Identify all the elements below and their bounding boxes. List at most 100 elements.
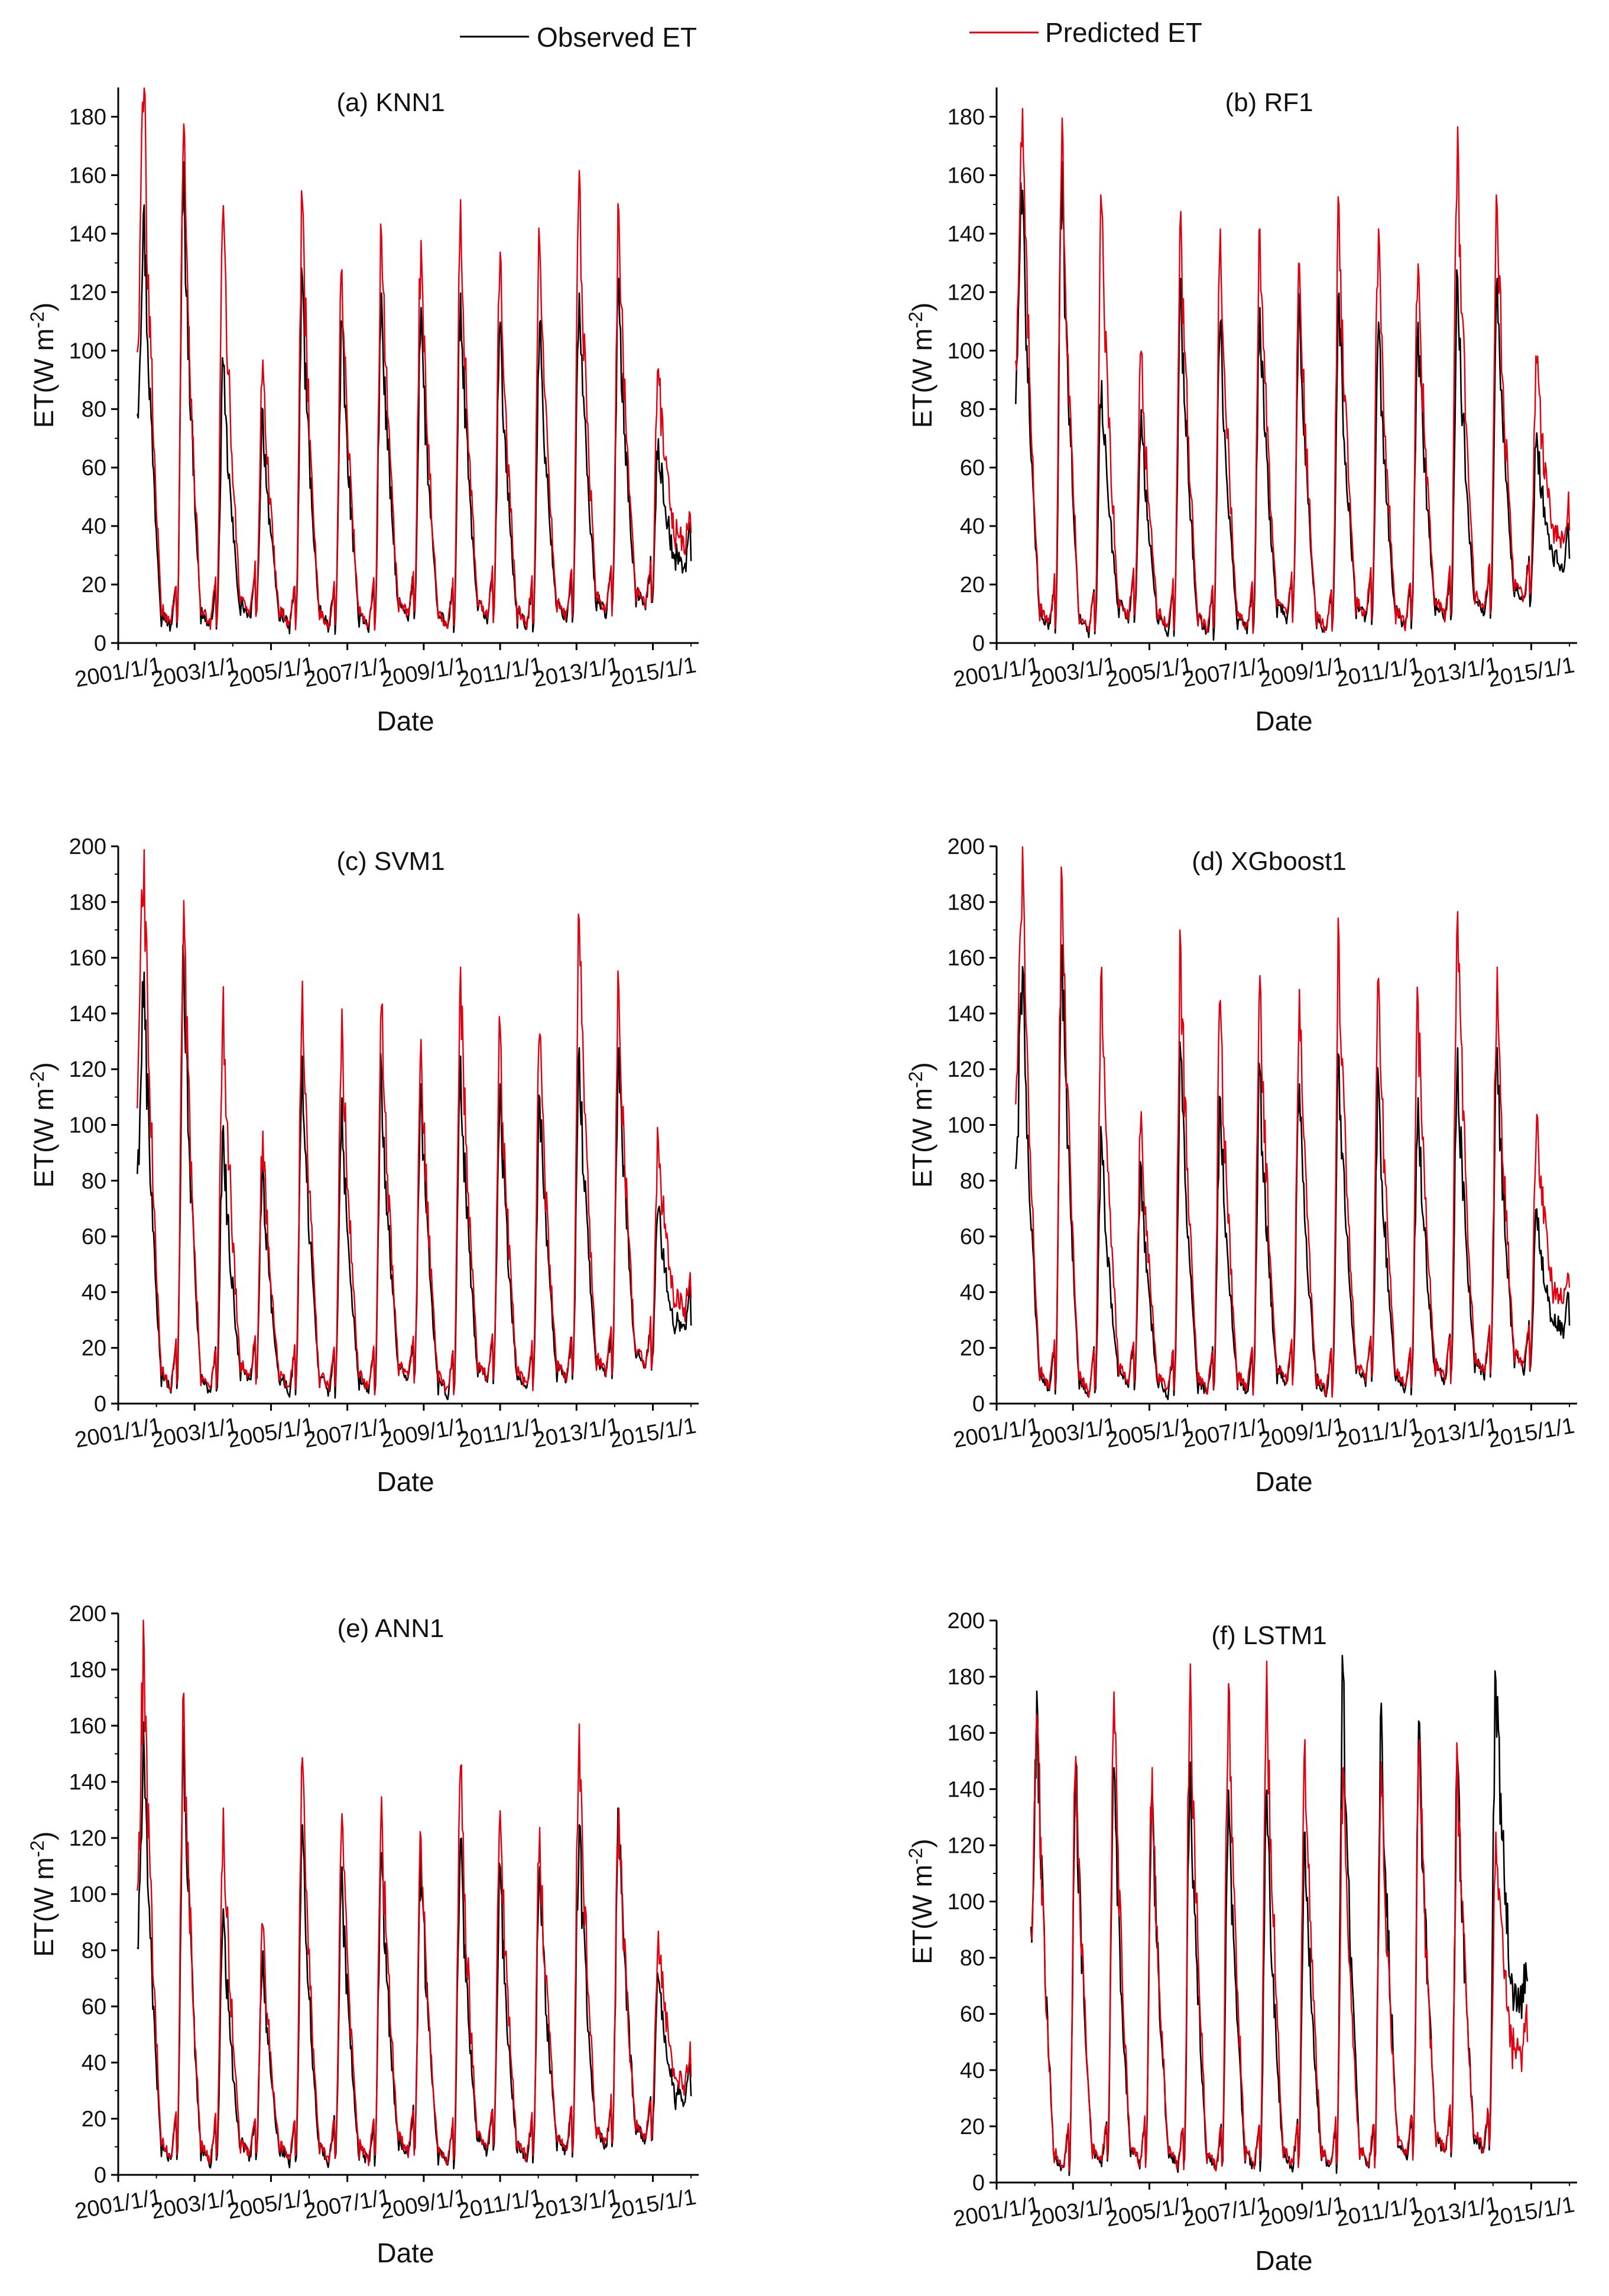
legend-observed-label: Observed ET bbox=[537, 22, 697, 53]
y-axis-label: ET(W m-2) bbox=[27, 303, 59, 428]
y-tick-label: 140 bbox=[948, 222, 985, 246]
y-tick-label: 0 bbox=[94, 2163, 106, 2188]
y-tick-label: 100 bbox=[948, 339, 985, 363]
y-tick-label: 120 bbox=[69, 1826, 106, 1851]
y-axis-label: ET(W m-2) bbox=[905, 1062, 937, 1187]
x-tick-label: 2009/1/1 bbox=[1257, 652, 1347, 692]
y-tick-label: 160 bbox=[69, 1714, 106, 1739]
x-axis-label: Date bbox=[377, 706, 434, 736]
y-tick-label: 20 bbox=[82, 573, 106, 597]
y-tick-label: 180 bbox=[69, 105, 106, 129]
y-tick-label: 40 bbox=[82, 2051, 106, 2076]
panel-title: (f) LSTM1 bbox=[1211, 1621, 1327, 1650]
x-tick-label: 2011/1/1 bbox=[1334, 1414, 1423, 1453]
y-tick-label: 160 bbox=[948, 163, 985, 188]
y-tick-label: 180 bbox=[69, 890, 106, 915]
x-tick-label: 2015/1/1 bbox=[1486, 652, 1576, 692]
y-tick-label: 120 bbox=[948, 280, 985, 305]
y-tick-label: 200 bbox=[69, 1602, 106, 1626]
x-tick-label: 2011/1/1 bbox=[456, 653, 544, 693]
y-tick-label: 20 bbox=[960, 2115, 985, 2139]
x-tick-label: 2009/1/1 bbox=[378, 1413, 469, 1453]
y-tick-label: 180 bbox=[948, 105, 985, 129]
y-tick-label: 160 bbox=[948, 946, 985, 971]
panel-3: 0204060801001201401601802002001/1/12003/… bbox=[27, 834, 699, 1497]
y-tick-label: 100 bbox=[948, 1113, 985, 1138]
y-tick-label: 0 bbox=[972, 2171, 985, 2196]
y-tick-label: 0 bbox=[94, 631, 106, 656]
y-tick-label: 80 bbox=[82, 1169, 106, 1194]
y-axis-label: ET(W m-2) bbox=[905, 303, 937, 428]
y-axis-label: ET(W m-2) bbox=[27, 1062, 59, 1187]
y-axis-label: ET(W m-2) bbox=[905, 1839, 937, 1964]
y-tick-label: 40 bbox=[82, 514, 106, 539]
series-line-predicted bbox=[137, 849, 692, 1396]
y-tick-label: 0 bbox=[94, 1392, 106, 1417]
y-tick-label: 140 bbox=[69, 1770, 106, 1795]
panel-5: 0204060801001201401601802002001/1/12003/… bbox=[27, 1602, 699, 2268]
y-tick-label: 100 bbox=[69, 339, 106, 363]
series-line-predicted bbox=[1030, 1660, 1529, 2172]
x-tick-label: 2015/1/1 bbox=[1486, 2192, 1576, 2232]
y-tick-label: 20 bbox=[82, 2107, 106, 2132]
y-tick-label: 60 bbox=[960, 2002, 985, 2027]
y-tick-label: 80 bbox=[960, 1946, 985, 1971]
y-tick-label: 20 bbox=[960, 1336, 985, 1361]
y-tick-label: 120 bbox=[948, 1057, 985, 1082]
y-tick-label: 40 bbox=[960, 2058, 985, 2083]
y-tick-label: 60 bbox=[82, 456, 106, 480]
y-tick-label: 40 bbox=[960, 1280, 985, 1305]
y-tick-label: 140 bbox=[948, 1002, 985, 1027]
y-tick-label: 80 bbox=[82, 397, 106, 422]
y-tick-label: 20 bbox=[960, 573, 985, 597]
x-tick-label: 2009/1/1 bbox=[1257, 2192, 1347, 2232]
y-tick-label: 100 bbox=[69, 1113, 106, 1138]
y-axis-label: ET(W m-2) bbox=[27, 1831, 59, 1957]
x-tick-label: 2011/1/1 bbox=[1334, 653, 1423, 693]
x-axis-label: Date bbox=[1255, 706, 1312, 736]
y-tick-label: 80 bbox=[960, 1169, 985, 1194]
series-line-predicted bbox=[1015, 108, 1571, 634]
x-tick-label: 2009/1/1 bbox=[378, 652, 469, 692]
legend-predicted-label: Predicted ET bbox=[1045, 17, 1202, 48]
panel-2: 0204060801001201401601802001/1/12003/1/1… bbox=[905, 87, 1577, 736]
y-tick-label: 120 bbox=[69, 1057, 106, 1082]
y-tick-label: 40 bbox=[82, 1280, 106, 1305]
y-tick-label: 140 bbox=[69, 222, 106, 246]
panel-title: (b) RF1 bbox=[1225, 88, 1313, 117]
y-tick-label: 60 bbox=[960, 1225, 985, 1249]
x-axis-label: Date bbox=[377, 1466, 434, 1497]
y-tick-label: 40 bbox=[960, 514, 985, 539]
y-tick-label: 80 bbox=[960, 397, 985, 422]
x-tick-label: 2015/1/1 bbox=[608, 2184, 698, 2224]
y-tick-label: 60 bbox=[82, 1225, 106, 1249]
x-tick-label: 2009/1/1 bbox=[1257, 1413, 1347, 1453]
y-tick-label: 60 bbox=[82, 1995, 106, 2019]
panel-4: 0204060801001201401601802002001/1/12003/… bbox=[905, 834, 1577, 1497]
y-tick-label: 200 bbox=[948, 1609, 985, 1633]
y-tick-label: 20 bbox=[82, 1336, 106, 1361]
panel-title: (e) ANN1 bbox=[338, 1614, 445, 1643]
y-tick-label: 100 bbox=[69, 1882, 106, 1907]
y-tick-label: 80 bbox=[82, 1938, 106, 1963]
y-tick-label: 160 bbox=[69, 946, 106, 971]
x-axis-label: Date bbox=[1255, 1466, 1312, 1497]
x-tick-label: 2015/1/1 bbox=[608, 652, 698, 692]
x-tick-label: 2015/1/1 bbox=[1486, 1413, 1576, 1453]
y-tick-label: 120 bbox=[69, 280, 106, 305]
y-tick-label: 180 bbox=[948, 1665, 985, 1690]
series-line-predicted bbox=[1015, 846, 1571, 1398]
x-tick-label: 2015/1/1 bbox=[608, 1413, 698, 1453]
panel-1: 0204060801001201401601802001/1/12003/1/1… bbox=[27, 87, 699, 736]
y-tick-label: 160 bbox=[948, 1721, 985, 1746]
y-tick-label: 180 bbox=[69, 1658, 106, 1683]
y-tick-label: 0 bbox=[972, 631, 985, 656]
x-axis-label: Date bbox=[377, 2237, 434, 2268]
y-tick-label: 120 bbox=[948, 1833, 985, 1858]
panel-6: 0204060801001201401601802002001/1/12003/… bbox=[905, 1609, 1577, 2276]
y-tick-label: 180 bbox=[948, 890, 985, 915]
x-tick-label: 2011/1/1 bbox=[456, 2185, 544, 2224]
series-line-predicted bbox=[137, 87, 692, 631]
panels: 0204060801001201401601802001/1/12003/1/1… bbox=[27, 87, 1577, 2276]
